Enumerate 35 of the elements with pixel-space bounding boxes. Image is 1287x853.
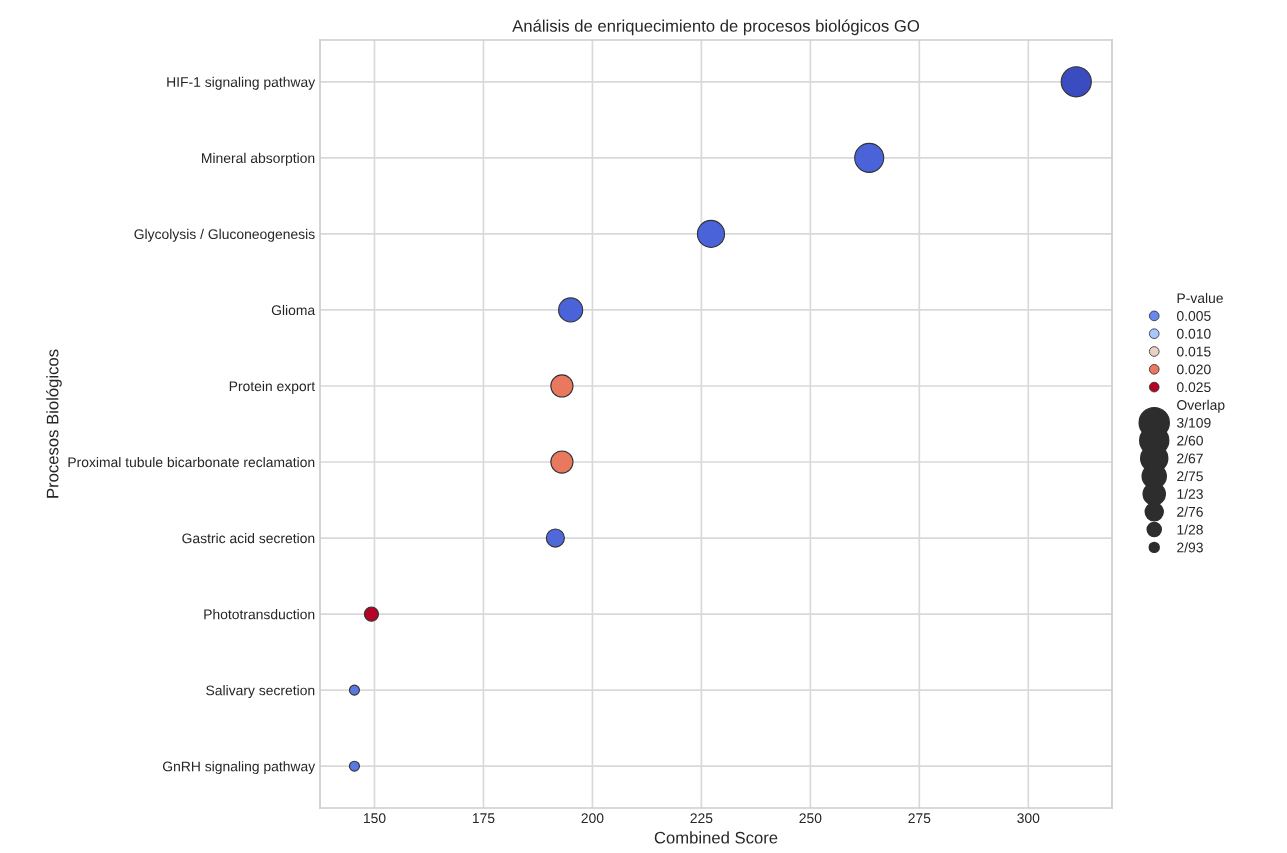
legend-label: 0.010 [1176,328,1211,339]
y-tick-label: Mineral absorption [202,152,315,166]
y-tick-label: Glycolysis / Gluconeogenesis [134,228,315,242]
legend-label: 2/93 [1177,542,1203,553]
legend-label: 1/23 [1177,488,1203,499]
y-axis-title: Procesos Biológicos [46,349,62,498]
legend-label: 0.020 [1176,364,1211,375]
y-tick-label: Glioma [271,304,316,316]
legend-label: 3/109 [1176,417,1211,428]
legend-label: 1/28 [1177,524,1203,535]
x-tick-label: 300 [1017,813,1040,824]
text: Overlap [1177,399,1225,413]
y-tick-label: Gastric acid secretion [182,533,315,544]
y-tick-label: Salivary secretion [206,685,315,699]
y-tick-label: Phototransduction [204,609,315,620]
y-tick-label: GnRH signaling pathway [162,761,316,775]
legend-label: 2/76 [1177,506,1203,517]
legend-label: 0.015 [1176,346,1211,357]
legend-label: 0.005 [1176,311,1211,321]
y-tick-label: HIF-1 signaling pathway [167,76,316,90]
x-tick-label: 275 [908,813,931,824]
x-tick-label: 175 [472,813,495,824]
legend-label: 0.025 [1176,382,1211,393]
legend-title: P-value [1177,292,1223,304]
legend-label: 2/60 [1177,435,1203,446]
legend-label: 2/75 [1177,470,1203,482]
x-tick-label: 150 [363,813,386,824]
x-axis-title: Combined Score [654,831,778,844]
y-tick-label: Protein export [229,380,316,394]
legend-label: 2/67 [1177,453,1203,464]
x-tick-label: 225 [690,813,713,824]
chart-title: Análisis de enriquecimiento de procesos biológicos GO [512,19,920,36]
x-tick-label: 250 [799,813,822,824]
x-tick-label: 200 [581,813,604,824]
y-tick-label: Proximal tubule bicarbonate reclamation [68,456,315,468]
